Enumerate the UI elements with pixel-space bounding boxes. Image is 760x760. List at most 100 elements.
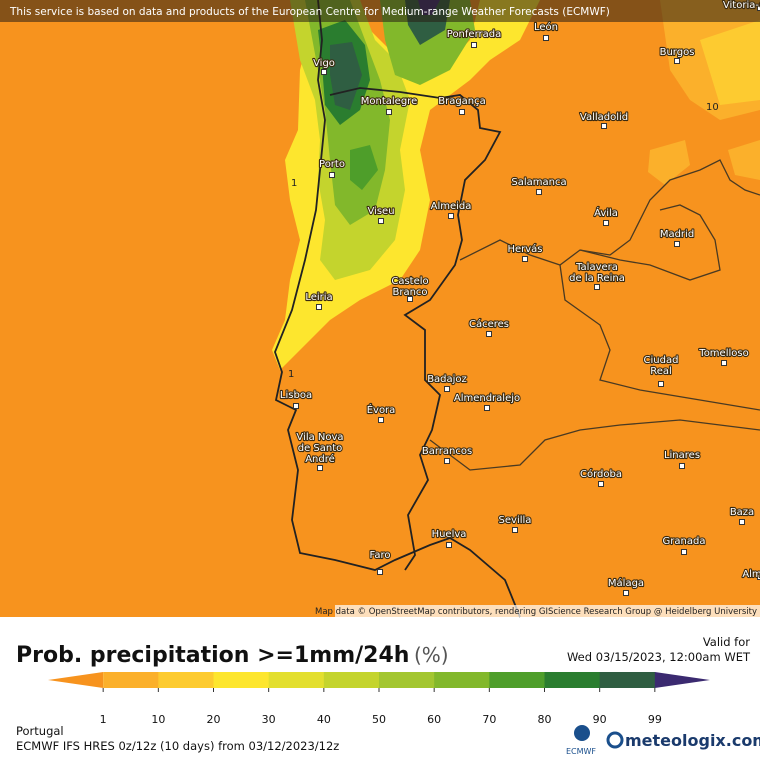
legend-swatch xyxy=(544,672,601,688)
legend-swatch xyxy=(379,672,435,688)
precip-area xyxy=(648,140,690,185)
city-marker xyxy=(329,172,335,178)
legend-label: 70 xyxy=(482,713,496,726)
title: Prob. precipitation >=1mm/24h xyxy=(16,643,409,668)
city-marker xyxy=(594,284,600,290)
unit: (%) xyxy=(414,643,449,667)
city-label: Málaga xyxy=(608,577,644,589)
borders xyxy=(274,0,521,618)
city-marker xyxy=(543,35,549,41)
legend-label: 20 xyxy=(207,713,221,726)
city-label: Talavera xyxy=(575,262,618,273)
city-marker xyxy=(603,220,609,226)
legend-label: 99 xyxy=(648,713,662,726)
legend-label: 10 xyxy=(151,713,165,726)
legend-swatch xyxy=(489,672,545,688)
city-label: Alm xyxy=(742,569,760,580)
city-marker xyxy=(522,256,528,262)
legend-swatch xyxy=(434,672,490,688)
cities: Vitoria-G Ponferrada León Vigo Burgos Montale… xyxy=(279,0,760,596)
city-label: Ávila xyxy=(594,206,618,219)
attribution: This service is based on data and produc… xyxy=(9,6,610,18)
precip-area xyxy=(728,140,760,180)
city-marker xyxy=(721,360,727,366)
brand-logo xyxy=(606,731,624,749)
legend-label: 1 xyxy=(100,713,107,726)
city-label: Leiria xyxy=(305,292,332,303)
city-label: André xyxy=(305,453,335,465)
city-marker xyxy=(378,218,384,224)
legend: 1 10 20 30 40 50 60 70 80 90 99 xyxy=(48,672,710,726)
city-label: Vitoria-G xyxy=(723,0,760,11)
city-label: de Santo xyxy=(298,443,343,454)
valid-time: Wed 03/15/2023, 12:00am WET xyxy=(567,650,751,664)
legend-label: 80 xyxy=(538,713,552,726)
city-label: Badajoz xyxy=(427,374,467,385)
legend-swatch xyxy=(599,672,656,688)
map-credit: Map data © OpenStreetMap contributors, r… xyxy=(315,607,757,617)
city-label: Ciudad xyxy=(644,355,679,366)
city-marker xyxy=(484,405,490,411)
city-label: Granada xyxy=(663,536,706,547)
city-label: Burgos xyxy=(660,47,695,58)
credit-bar xyxy=(335,605,760,617)
city-label: Viseu xyxy=(367,206,394,217)
city-marker xyxy=(601,123,607,129)
city-label: Bragança xyxy=(438,96,486,107)
legend-label: 40 xyxy=(317,713,331,726)
city-marker xyxy=(739,519,745,525)
legend-swatch xyxy=(654,672,710,688)
city-label: Madrid xyxy=(660,229,694,240)
city-label: Tomelloso xyxy=(698,348,748,359)
city-label: Linares xyxy=(664,450,700,461)
city-marker xyxy=(757,574,760,580)
city-marker xyxy=(486,331,492,337)
city-marker xyxy=(444,458,450,464)
city-marker xyxy=(512,527,518,533)
city-marker xyxy=(316,304,322,310)
contour-label: 1 xyxy=(288,369,294,380)
city-label: de la Reina xyxy=(569,273,625,284)
city-label: Baza xyxy=(730,507,754,518)
valid-label: Valid for xyxy=(703,635,750,649)
city-marker xyxy=(293,403,299,409)
city-label: Ponferrada xyxy=(447,29,501,40)
city-label: Almendralejo xyxy=(454,393,520,404)
legend-swatch xyxy=(213,672,270,688)
brand: meteologix.com xyxy=(625,731,760,750)
city-label: Almeida xyxy=(431,201,472,212)
legend-swatch xyxy=(158,672,214,688)
city-marker xyxy=(623,590,629,596)
contour-label: 10 xyxy=(706,102,719,113)
city-marker xyxy=(658,381,664,387)
city-marker xyxy=(444,386,450,392)
coastline xyxy=(274,0,521,618)
precip-area xyxy=(700,20,760,105)
city-label: Cáceres xyxy=(469,318,509,330)
ecmwf-text: ECMWF xyxy=(566,747,596,756)
city-label: Barrancos xyxy=(422,446,472,457)
city-label: Vigo xyxy=(313,58,335,69)
map xyxy=(0,0,760,618)
country-border xyxy=(329,87,502,571)
legend-swatch xyxy=(323,672,380,688)
city-label: Hervás xyxy=(507,243,542,255)
city-label: Porto xyxy=(319,159,345,170)
city-marker xyxy=(448,213,454,219)
legend-swatch xyxy=(268,672,325,688)
city-marker xyxy=(321,69,327,75)
region-borders xyxy=(429,159,760,471)
city-label: Huelva xyxy=(432,529,467,540)
city-label: Faro xyxy=(370,550,391,561)
city-label: Vila Nova xyxy=(296,432,343,443)
city-label: Lisboa xyxy=(280,390,312,401)
city-marker xyxy=(757,5,760,11)
ecmwf-logo xyxy=(574,725,590,741)
legend-label: 90 xyxy=(593,713,607,726)
city-marker xyxy=(386,109,392,115)
legend-swatch xyxy=(103,672,159,688)
legend-label: 30 xyxy=(262,713,276,726)
city-marker xyxy=(459,109,465,115)
city-label: Montalegre xyxy=(361,96,417,107)
